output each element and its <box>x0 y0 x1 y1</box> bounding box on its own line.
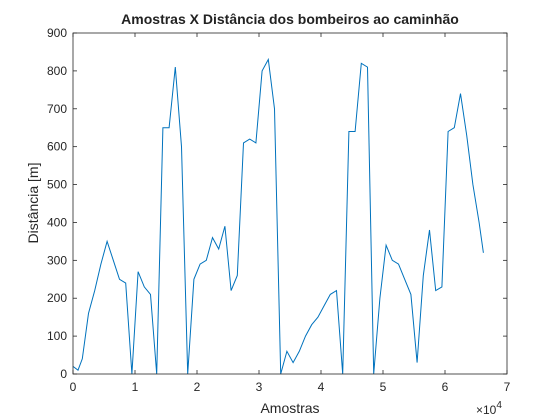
plot-background <box>73 33 507 374</box>
series-line-0 <box>72 57 484 375</box>
x-tick-label: 1 <box>132 380 139 394</box>
x-axis-multiplier-base: ×10 <box>476 403 497 417</box>
y-tick-label: 0 <box>60 367 67 381</box>
tick-layer: 0 1 2 3 4 5 6 7 0 100 200 300 400 500 600 700 800 900 <box>47 26 511 394</box>
x-tick-label: 7 <box>504 380 511 394</box>
axes-box <box>72 32 508 375</box>
x-axis-multiplier: ×104 <box>476 400 502 417</box>
y-tick-label: 400 <box>47 215 67 229</box>
axes-layer <box>72 32 508 375</box>
y-tick-label: 100 <box>47 329 67 343</box>
y-axis-label: Distância [m] <box>25 163 41 244</box>
y-tick-label: 800 <box>47 64 67 78</box>
y-tick-label: 500 <box>47 178 67 192</box>
x-tick-label: 5 <box>380 380 387 394</box>
x-tick-label: 3 <box>256 380 263 394</box>
series-layer <box>72 57 484 375</box>
x-tick-label: 0 <box>70 380 77 394</box>
y-tick-label: 700 <box>47 102 67 116</box>
chart-title: Amostras X Distância dos bombeiros ao ca… <box>121 11 459 27</box>
x-tick-label: 4 <box>318 380 325 394</box>
y-tick-label: 300 <box>47 253 67 267</box>
x-axis-multiplier-exponent: 4 <box>496 400 502 411</box>
y-tick-label: 900 <box>47 26 67 40</box>
y-tick-label: 200 <box>47 291 67 305</box>
x-tick-label: 6 <box>442 380 449 394</box>
y-tick-label: 600 <box>47 140 67 154</box>
x-tick-label: 2 <box>194 380 201 394</box>
x-axis-label: Amostras <box>260 400 319 416</box>
plot-area: 0 1 2 3 4 5 6 7 0 100 200 300 400 500 600 700 800 900 <box>47 26 511 394</box>
